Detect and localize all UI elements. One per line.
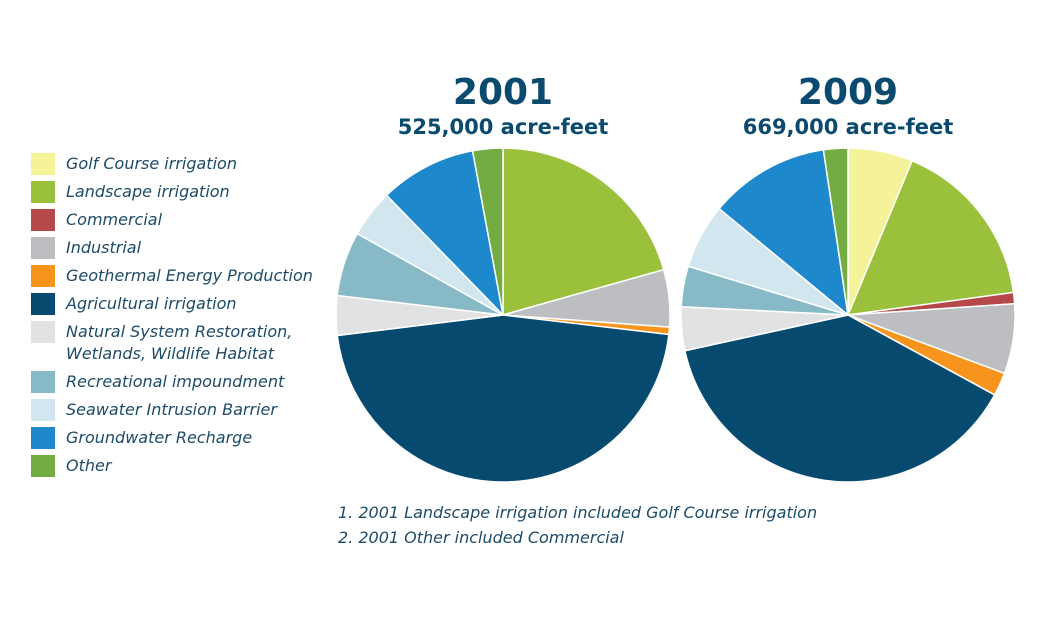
legend-item: Landscape irrigation xyxy=(31,181,331,203)
legend-label: Recreational impoundment xyxy=(66,372,285,391)
legend-swatch xyxy=(31,181,55,203)
legend-label: Landscape irrigation xyxy=(66,182,230,201)
legend-label: Natural System Restoration, Wetlands, Wi… xyxy=(66,322,293,363)
legend-label: Geothermal Energy Production xyxy=(66,266,313,285)
pie-slice-groundwater-recharge xyxy=(385,150,504,316)
legend-item: Groundwater Recharge xyxy=(31,427,331,449)
legend-swatch xyxy=(31,265,55,287)
chart-subtitle: 525,000 acre-feet xyxy=(397,115,609,139)
legend-item: Commercial xyxy=(31,209,331,231)
legend-swatch xyxy=(31,371,55,393)
legend: Golf Course irrigation Landscape irrigati… xyxy=(31,153,331,483)
legend-swatch xyxy=(31,321,55,343)
pie-2009 xyxy=(680,147,1016,483)
legend-label: Other xyxy=(66,456,112,475)
pie-slice-other xyxy=(471,147,504,316)
footnotes: 1. 2001 Landscape irrigation included Go… xyxy=(338,500,817,550)
pie-slice-groundwater-recharge xyxy=(718,149,849,316)
footnote: 2. 2001 Other included Commercial xyxy=(338,528,624,547)
legend-item: Natural System Restoration, Wetlands, Wi… xyxy=(31,321,331,365)
legend-item: Seawater Intrusion Barrier xyxy=(31,399,331,421)
pie-chart-2001: 2001 525,000 acre-feet xyxy=(333,72,673,140)
footnote: 1. 2001 Landscape irrigation included Go… xyxy=(338,503,818,522)
legend-item: Industrial xyxy=(31,237,331,259)
pie-slice-agricultural-irrigation xyxy=(336,314,670,483)
legend-item: Agricultural irrigation xyxy=(31,293,331,315)
legend-swatch xyxy=(31,293,55,315)
legend-item: Golf Course irrigation xyxy=(31,153,331,175)
pie-slice-other xyxy=(822,147,849,316)
pie-chart-2009: 2009 669,000 acre-feet xyxy=(678,72,1018,140)
pie-2001 xyxy=(335,147,671,483)
pie-slice-agricultural-irrigation xyxy=(684,314,996,483)
legend-swatch xyxy=(31,237,55,259)
legend-item: Other xyxy=(31,455,331,477)
legend-label: Golf Course irrigation xyxy=(66,154,237,173)
pie-slice-landscape-irrigation xyxy=(847,160,1015,316)
legend-swatch xyxy=(31,455,55,477)
legend-item: Recreational impoundment xyxy=(31,371,331,393)
chart-title: 2001 xyxy=(452,72,554,113)
legend-swatch xyxy=(31,399,55,421)
legend-label: Industrial xyxy=(66,238,142,257)
legend-swatch xyxy=(31,209,55,231)
legend-label: Seawater Intrusion Barrier xyxy=(66,400,277,419)
chart-title: 2009 xyxy=(797,72,899,113)
pie-slice-landscape-irrigation xyxy=(502,147,665,316)
legend-item: Geothermal Energy Production xyxy=(31,265,331,287)
legend-label: Agricultural irrigation xyxy=(66,294,237,313)
legend-swatch xyxy=(31,153,55,175)
legend-swatch xyxy=(31,427,55,449)
legend-label: Commercial xyxy=(66,210,163,229)
chart-subtitle: 669,000 acre-feet xyxy=(742,115,954,139)
legend-label: Groundwater Recharge xyxy=(66,428,253,447)
